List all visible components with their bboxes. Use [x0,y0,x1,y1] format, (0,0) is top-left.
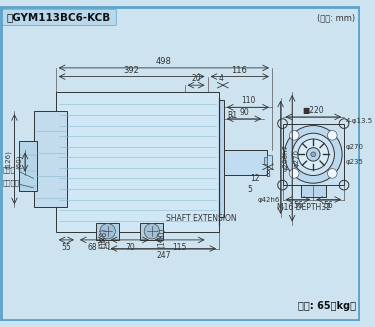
Bar [282,124,344,185]
Text: 498: 498 [155,57,171,66]
Text: SHAFT EXTENSION: SHAFT EXTENSION [166,214,237,223]
Text: 110: 110 [241,96,255,105]
Text: 70: 70 [125,243,135,252]
Circle shape [306,148,320,161]
Circle shape [285,126,342,183]
Bar [267,155,272,169]
Bar [96,223,119,240]
Text: φ42h6: φ42h6 [258,197,280,202]
Bar [56,92,219,232]
Text: 4-φ13.5: 4-φ13.5 [346,118,373,124]
Text: 116: 116 [231,66,247,75]
Text: 4: 4 [219,74,224,83]
Text: φ200h7: φ200h7 [282,144,288,171]
Text: 55: 55 [62,243,71,252]
Text: R1: R1 [228,112,238,120]
Text: 12: 12 [250,174,259,183]
Text: 68: 68 [87,243,97,252]
Bar [301,185,326,197]
Text: M16 DEPTH32: M16 DEPTH32 [277,203,331,212]
Text: ブレーキ: ブレーキ [3,179,20,185]
Text: φ235: φ235 [346,159,364,165]
Text: φ270: φ270 [346,144,364,150]
Text: 動力線: 動力線 [98,242,110,249]
Text: 質量: 65［kg］: 質量: 65［kg］ [297,301,356,311]
Text: φ270: φ270 [294,149,300,167]
Circle shape [144,224,159,239]
Text: ■220: ■220 [303,106,324,115]
Circle shape [290,130,299,140]
Text: (160): (160) [157,227,166,248]
Text: 90: 90 [239,108,249,117]
Circle shape [327,169,337,178]
Text: (単位: mm): (単位: mm) [317,13,356,22]
Text: 56: 56 [324,201,333,211]
FancyBboxPatch shape [1,9,116,26]
Text: 56: 56 [293,201,303,211]
Bar [224,149,267,175]
Text: 115: 115 [172,243,187,252]
Circle shape [311,152,316,157]
Bar [34,111,67,207]
Text: (60): (60) [16,155,22,169]
Circle shape [100,224,116,239]
Circle shape [290,169,299,178]
Bar [140,223,164,240]
Text: (126): (126) [5,150,12,169]
Bar [264,157,272,164]
Bar [219,100,224,217]
Text: (188): (188) [99,227,108,248]
Text: 392: 392 [124,66,140,75]
Circle shape [327,130,337,140]
Text: 247: 247 [156,251,171,260]
Text: 20: 20 [191,74,201,83]
Text: 信号線: 信号線 [3,166,16,173]
Bar [19,141,36,191]
Circle shape [298,139,328,170]
Text: ・GYM113BC6-KCB: ・GYM113BC6-KCB [7,12,111,23]
Circle shape [292,133,334,176]
Text: 5: 5 [248,185,252,195]
Text: 8: 8 [266,170,270,179]
